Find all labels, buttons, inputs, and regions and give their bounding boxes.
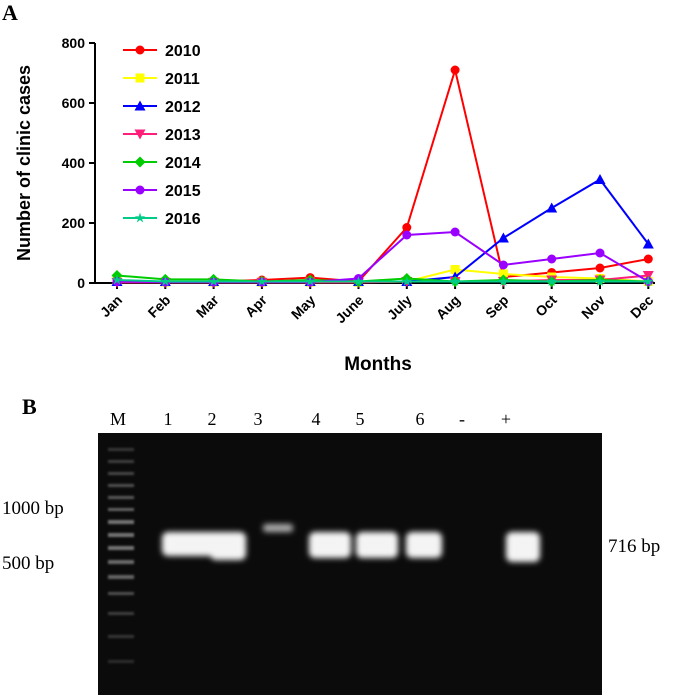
legend-label: 2011 xyxy=(165,71,200,88)
marker xyxy=(256,276,268,286)
y-tick-label: 800 xyxy=(62,35,86,51)
panel-label: B xyxy=(22,394,37,419)
marker xyxy=(450,227,460,237)
marker xyxy=(304,276,316,286)
marker xyxy=(402,223,412,232)
x-tick-label: Nov xyxy=(578,292,608,322)
x-tick-label: Apr xyxy=(242,291,271,320)
x-tick-label: Dec xyxy=(627,292,657,322)
y-tick-label: 200 xyxy=(62,215,86,231)
x-axis-label: Months xyxy=(344,354,412,375)
lane-label: 2 xyxy=(208,409,217,429)
lane-label: 6 xyxy=(416,409,425,429)
x-tick-label: July xyxy=(384,292,415,323)
y-tick-label: 600 xyxy=(62,95,86,111)
marker xyxy=(594,276,606,286)
marker xyxy=(546,276,557,286)
x-tick-label: Jan xyxy=(97,292,125,320)
marker xyxy=(401,276,413,286)
lane-label: 3 xyxy=(254,409,263,429)
legend-label: 2014 xyxy=(165,155,201,172)
marker xyxy=(160,276,171,286)
marker xyxy=(134,156,146,168)
lane-label: 1 xyxy=(164,409,173,429)
marker xyxy=(135,185,145,195)
marker xyxy=(498,276,509,286)
marker xyxy=(402,230,412,240)
series-line xyxy=(116,230,649,284)
marker xyxy=(498,260,508,270)
band-label: 716 bp xyxy=(608,536,660,557)
bands xyxy=(162,524,540,562)
marker xyxy=(134,212,146,223)
marker xyxy=(134,100,146,111)
x-tick-label: Mar xyxy=(193,291,222,320)
gel-image xyxy=(98,433,602,695)
legend-label: 2016 xyxy=(165,211,201,228)
marker xyxy=(450,65,460,75)
y-tick-label: 0 xyxy=(77,275,85,291)
marker xyxy=(208,276,219,286)
plot: 0 200 400 600 800 Jan Feb Mar Apr May June July Aug S… xyxy=(62,35,657,326)
ladder xyxy=(108,448,134,663)
lane-label: - xyxy=(459,409,465,429)
marker xyxy=(595,263,605,273)
size-label: 500 bp xyxy=(2,553,54,574)
marker xyxy=(111,274,123,285)
marker xyxy=(497,232,509,243)
y-axis-label: Number of clinic cases xyxy=(14,65,34,261)
panel-label: A xyxy=(2,0,18,25)
marker xyxy=(450,265,460,274)
x-tick-label: Feb xyxy=(145,292,174,321)
marker xyxy=(135,45,145,55)
x-tick-label: Sep xyxy=(482,292,511,321)
marker xyxy=(353,276,364,286)
x-tick-label: Oct xyxy=(532,292,560,320)
x-tick-label: May xyxy=(288,292,319,323)
marker xyxy=(595,248,605,258)
y-tick-label: 400 xyxy=(62,155,86,171)
lane-label: + xyxy=(501,409,511,429)
x-tick-label: June xyxy=(332,292,367,327)
lane-label: 5 xyxy=(356,409,365,429)
legend-label: 2013 xyxy=(165,127,201,144)
lane-label: 4 xyxy=(312,409,321,429)
x-tick-label: Aug xyxy=(433,292,464,323)
marker xyxy=(546,202,558,213)
marker xyxy=(134,129,146,140)
lane-label: M xyxy=(110,409,126,429)
marker xyxy=(135,73,145,83)
legend-label: 2015 xyxy=(165,183,201,200)
marker xyxy=(547,254,557,264)
marker xyxy=(498,269,508,279)
marker xyxy=(643,276,654,286)
legend-label: 2012 xyxy=(165,99,201,116)
marker xyxy=(642,238,654,249)
legend-label: 2010 xyxy=(165,43,201,60)
marker xyxy=(449,276,461,286)
marker xyxy=(594,174,606,184)
size-label: 1000 bp xyxy=(2,498,64,519)
marker xyxy=(643,254,653,264)
series-line xyxy=(116,279,649,283)
